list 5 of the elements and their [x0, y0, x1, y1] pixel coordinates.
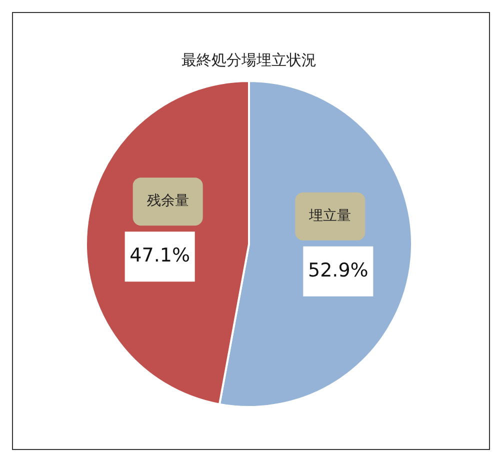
slice-label: 埋立量: [308, 208, 352, 224]
chart-title: 最終処分場埋立状況: [182, 50, 316, 69]
data-label: 52.9%: [308, 259, 368, 282]
slice-label: 残余量: [146, 193, 189, 210]
data-label: 47.1%: [130, 244, 190, 267]
